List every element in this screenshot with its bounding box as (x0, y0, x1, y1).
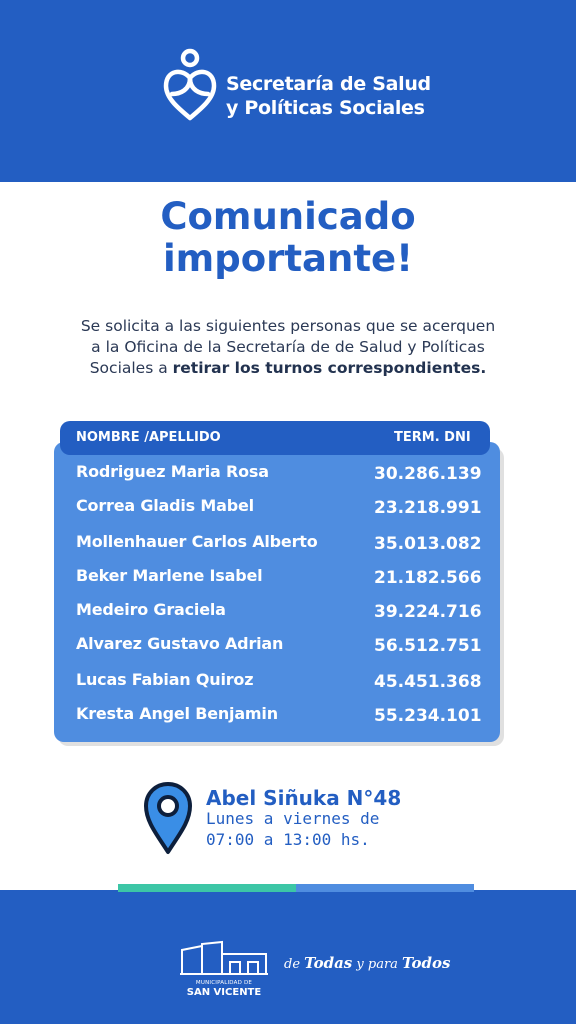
row-name: Mollenhauer Carlos Alberto (76, 532, 318, 551)
header-banner (0, 0, 576, 182)
title-line2: importante! (162, 237, 414, 280)
row-name: Lucas Fabian Quiroz (76, 670, 254, 689)
org-name-line2: y Políticas Sociales (226, 97, 425, 119)
intro-line1: Se solicita a las siguientes personas qu… (80, 317, 496, 335)
row-dni: 56.512.751 (374, 636, 482, 656)
row-dni: 39.224.716 (374, 602, 482, 622)
footer-banner (0, 890, 576, 1024)
row-dni: 35.013.082 (374, 534, 482, 554)
names-table (54, 442, 500, 742)
row-name: Medeiro Graciela (76, 600, 226, 619)
location-address: Abel Siñuka N°48 (206, 786, 402, 810)
row-dni: 45.451.368 (374, 672, 482, 692)
row-dni: 21.182.566 (374, 568, 482, 588)
org-name-line1: Secretaría de Salud (226, 73, 431, 95)
table-header (60, 421, 490, 455)
title-line1: Comunicado (160, 195, 416, 238)
municipality-label: MUNICIPALIDAD DE (195, 980, 253, 986)
accent-strip-blue (296, 884, 474, 892)
intro-line3-prefix: Sociales a (89, 359, 173, 377)
intro-line2: a la Oficina de la Secretaría de de Salu… (91, 338, 485, 356)
slogan: de Todas y para Todos (284, 954, 450, 972)
row-name: Alvarez Gustavo Adrian (76, 634, 284, 653)
intro-line3-bold: retirar los turnos correspondientes. (172, 359, 487, 377)
header-dni: TERM. DNI (394, 430, 471, 445)
row-name: Beker Marlene Isabel (76, 566, 263, 585)
intro-text: Se solicita a las siguientes personas qu… (28, 316, 548, 379)
slogan-mid: y para (352, 957, 403, 972)
slogan-todas: Todas (304, 954, 353, 972)
table-row: Medeiro Graciela 39.224.716 (0, 594, 576, 628)
location-hours: Lunes a viernes de 07:00 a 13:00 hs. (206, 808, 379, 850)
location-pin-icon (144, 782, 192, 854)
accent-strip-green (118, 884, 296, 892)
municipal-building-icon (180, 940, 268, 975)
table-row: Kresta Angel Benjamin 55.234.101 (0, 698, 576, 732)
row-name: Correa Gladis Mabel (76, 496, 254, 515)
intro-line3: Sociales a retirar los turnos correspond… (28, 358, 548, 379)
org-name: Secretaría de Salud y Políticas Sociales (226, 72, 431, 120)
table-row: Lucas Fabian Quiroz 45.451.368 (0, 664, 576, 698)
table-row: Mollenhauer Carlos Alberto 35.013.082 (0, 526, 576, 560)
slogan-todos: Todos (402, 954, 451, 972)
table-row: Correa Gladis Mabel 23.218.991 (0, 490, 576, 524)
slogan-de: de (284, 957, 305, 972)
row-dni: 23.218.991 (374, 498, 482, 518)
location-days: Lunes a viernes de (206, 809, 380, 828)
row-name: Kresta Angel Benjamin (76, 704, 278, 723)
table-row: Rodriguez Maria Rosa 30.286.139 (0, 456, 576, 490)
row-dni: 55.234.101 (374, 706, 482, 726)
table-row: Beker Marlene Isabel 21.182.566 (0, 560, 576, 594)
header-name: NOMBRE /APELLIDO (76, 430, 221, 445)
municipality-name: SAN VICENTE (186, 987, 262, 998)
row-name: Rodriguez Maria Rosa (76, 462, 269, 481)
page-title: Comunicado importante! (0, 196, 576, 280)
location-time: 07:00 a 13:00 hs. (206, 830, 370, 849)
heart-person-logo-icon (163, 48, 217, 121)
table-row: Alvarez Gustavo Adrian 56.512.751 (0, 628, 576, 662)
row-dni: 30.286.139 (374, 464, 482, 484)
